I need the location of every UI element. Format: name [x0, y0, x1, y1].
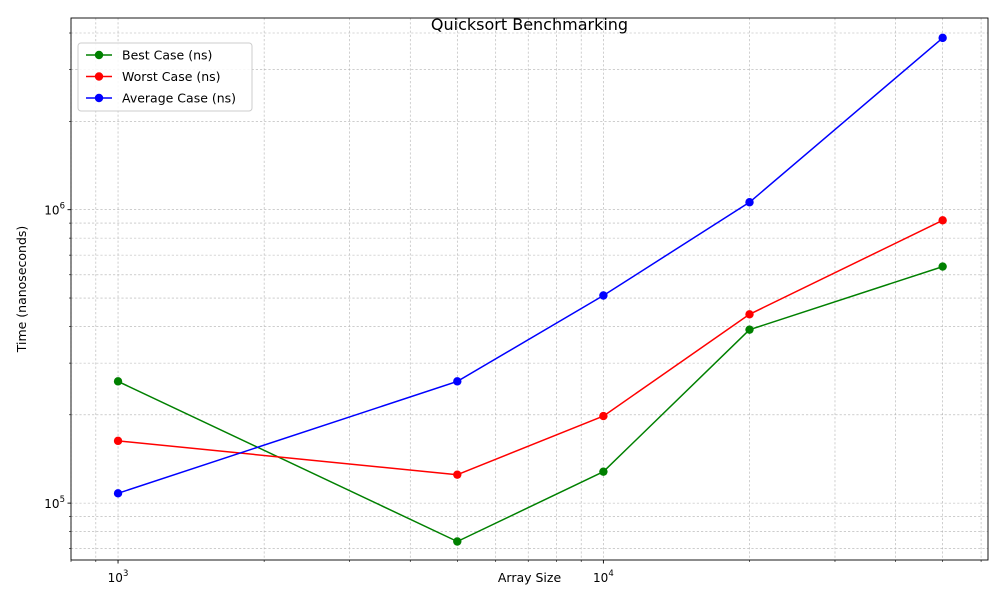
data-point [113, 489, 123, 498]
y-tick-label: 106 [44, 202, 65, 218]
plot-area [70, 17, 989, 561]
y-tick-label-base: 10 [44, 204, 59, 218]
legend-box [77, 42, 253, 112]
x-tick-label: 104 [593, 569, 614, 585]
x-tick-label-exponent: 4 [608, 569, 613, 579]
legend-marker [94, 72, 104, 81]
series-1 [113, 216, 947, 479]
data-point [938, 262, 947, 271]
data-point [453, 470, 462, 479]
chart-title: Quicksort Benchmarking [431, 15, 628, 34]
y-tick-label-exponent: 6 [60, 202, 65, 212]
series-line [117, 219, 944, 476]
data-point [453, 537, 462, 546]
y-tick-label: 105 [44, 495, 65, 511]
series-2 [113, 33, 947, 498]
series-line [117, 265, 943, 543]
legend-label: Worst Case (ns) [122, 69, 221, 84]
series-lines [113, 33, 947, 546]
data-point [745, 198, 754, 207]
data-point [938, 33, 947, 43]
x-tick-label-base: 10 [593, 571, 608, 585]
grid [70, 18, 988, 560]
data-point [453, 377, 462, 386]
y-tick-label-base: 10 [44, 497, 59, 511]
x-tick-label-base: 10 [108, 571, 123, 585]
x-tick-label: 103 [108, 569, 129, 585]
x-axis-label: Array Size [498, 570, 562, 585]
legend-label: Average Case (ns) [122, 91, 236, 106]
series-0 [113, 262, 947, 546]
data-point [113, 436, 123, 446]
data-point [745, 310, 754, 319]
x-tick-label-exponent: 3 [123, 569, 128, 579]
data-point [599, 291, 608, 300]
legend: Best Case (ns) Worst Case (ns) Average Cas… [77, 42, 253, 112]
data-point [599, 411, 608, 421]
legend-marker [94, 93, 104, 103]
y-axis-label: Time (nanoseconds) [14, 226, 29, 354]
y-tick-label-exponent: 5 [60, 495, 65, 505]
data-point [745, 325, 754, 334]
legend-marker [94, 50, 104, 60]
data-point [938, 216, 947, 225]
data-point [599, 467, 608, 476]
data-point [113, 377, 123, 386]
legend-label: Best Case (ns) [122, 48, 212, 63]
